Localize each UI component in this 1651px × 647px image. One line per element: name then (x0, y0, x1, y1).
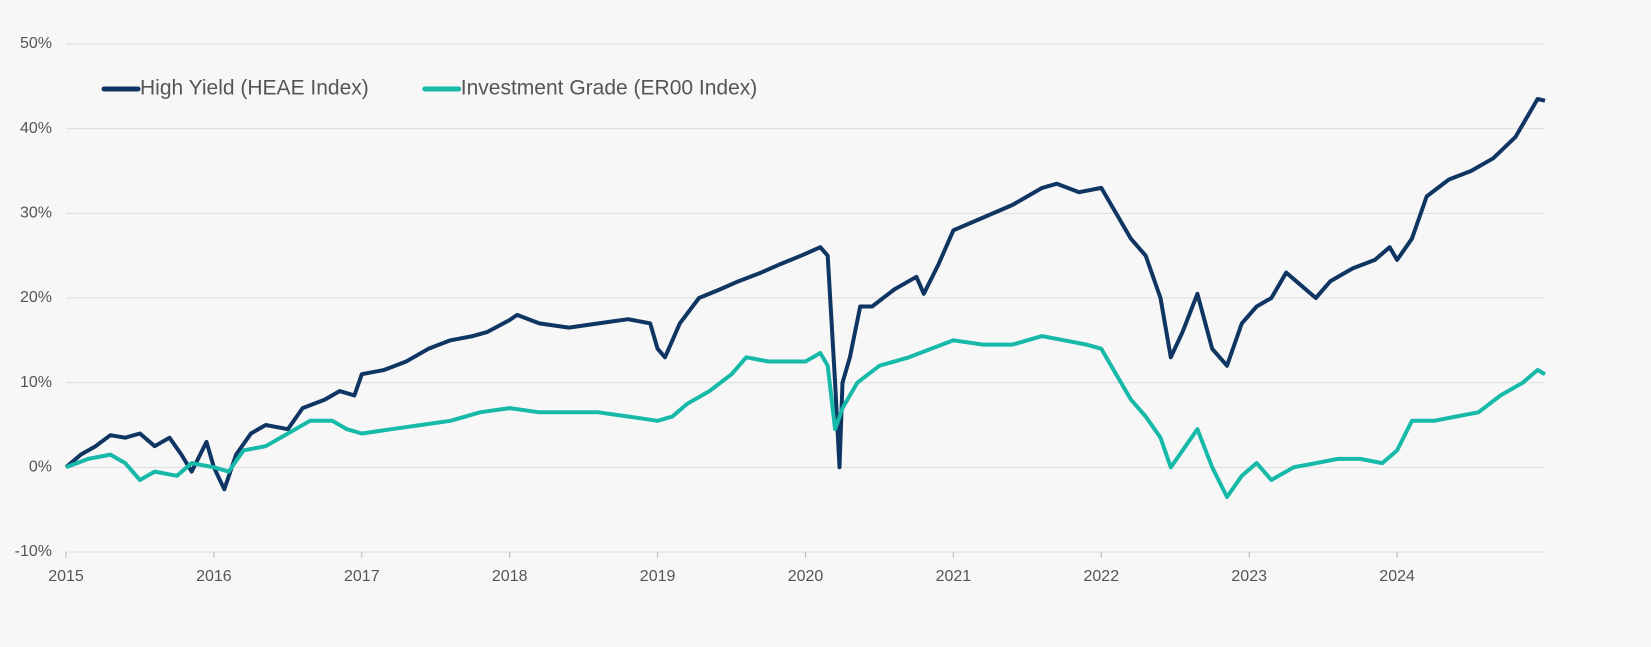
y-tick-label: 50% (20, 35, 52, 52)
x-tick-label: 2015 (48, 568, 84, 585)
line-series (64, 97, 1546, 492)
y-tick-label: 30% (20, 205, 52, 222)
line-series (65, 334, 1546, 499)
x-tick-label: 2017 (344, 568, 380, 585)
x-tick-label: 2019 (640, 568, 676, 585)
y-tick-label: 20% (20, 289, 52, 306)
y-tick-label: 10% (20, 374, 52, 391)
x-tick-label: 2018 (492, 568, 528, 585)
x-tick-label: 2024 (1379, 568, 1415, 585)
y-tick-label: -10% (15, 543, 52, 560)
y-tick-label: 40% (20, 120, 52, 137)
x-tick-label: 2022 (1084, 568, 1120, 585)
x-tick-label: 2023 (1231, 568, 1267, 585)
y-tick-label: 0% (29, 459, 52, 476)
x-tick-label: 2020 (788, 568, 824, 585)
legend-label: High Yield (HEAE Index) (140, 77, 369, 100)
x-tick-label: 2016 (196, 568, 232, 585)
legend-label: Investment Grade (ER00 Index) (461, 77, 757, 100)
x-tick-label: 2021 (936, 568, 972, 585)
